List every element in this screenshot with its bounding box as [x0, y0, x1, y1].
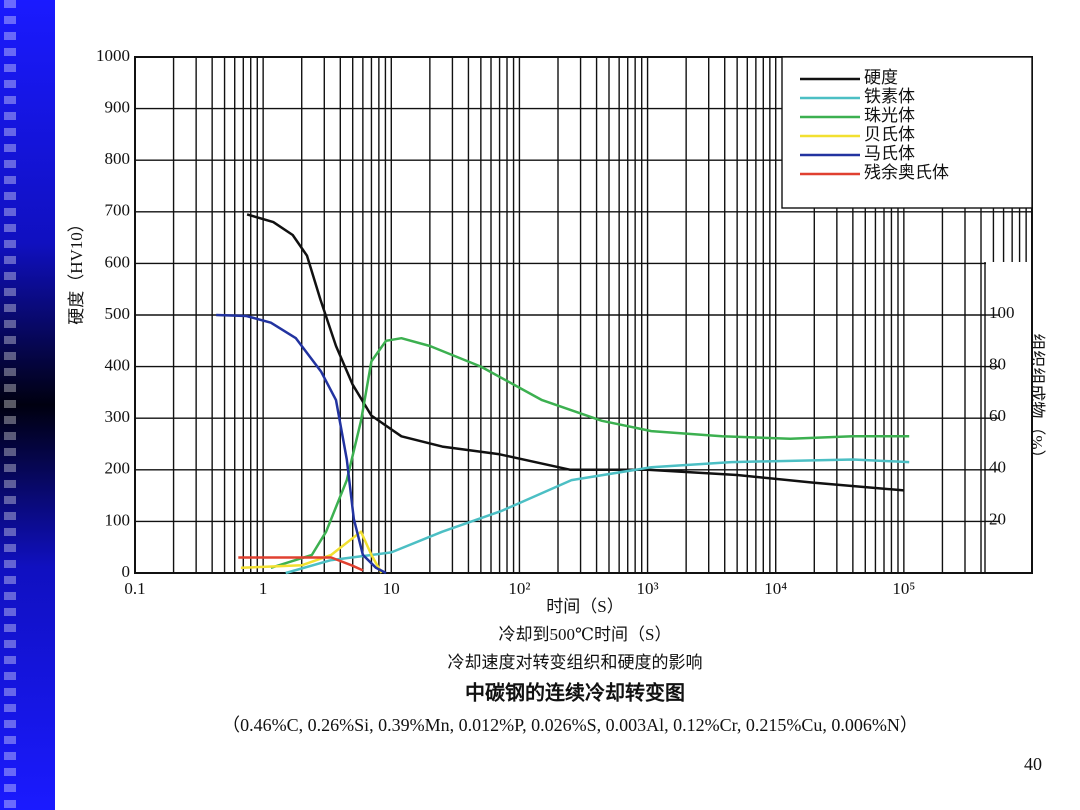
y-tick-label: 400 — [105, 356, 131, 375]
composition-note: （0.46%C, 0.26%Si, 0.39%Mn, 0.012%P, 0.02… — [222, 715, 918, 735]
series-line — [216, 313, 387, 575]
y2-tick-label: 60 — [989, 406, 1006, 425]
legend-label: 残余奥氏体 — [864, 163, 949, 182]
y2-tick-label: 40 — [989, 458, 1006, 477]
x-tick-label: 10⁵ — [892, 579, 915, 598]
y2-tick-label: 20 — [989, 509, 1006, 528]
y-axis-label: 硬度（HV10） — [67, 215, 86, 325]
y-tick-label: 800 — [105, 149, 131, 168]
x-tick-label: 10 — [383, 579, 400, 598]
x-tick-label: 10³ — [637, 579, 659, 598]
y2-tick-label: 80 — [989, 355, 1006, 374]
legend-label: 马氏体 — [864, 144, 915, 163]
legend-box — [781, 56, 1033, 209]
series-line — [285, 458, 910, 575]
stripe-pattern — [4, 0, 16, 810]
x-axis-label-2: 冷却到500℃时间（S） — [499, 625, 672, 644]
series-line — [238, 556, 364, 572]
y-tick-label: 600 — [105, 252, 131, 271]
side-stripe — [0, 0, 55, 810]
series-line — [240, 530, 383, 574]
y-tick-label: 200 — [105, 459, 131, 478]
plot-frame — [134, 56, 1033, 574]
y-tick-label: 900 — [105, 98, 131, 117]
x-tick-label: 0.1 — [124, 579, 145, 598]
series-line — [270, 336, 910, 569]
x-tick-label: 1 — [259, 579, 268, 598]
x-tick-label: 10⁴ — [764, 579, 787, 598]
legend-label: 贝氏体 — [864, 125, 915, 144]
y-tick-label: 100 — [105, 510, 131, 529]
y2-tick-label: 100 — [989, 303, 1015, 322]
x-tick-label: 10² — [508, 579, 530, 598]
y-tick-label: 300 — [105, 407, 131, 426]
page-number: 40 — [1024, 754, 1042, 774]
legend-label: 珠光体 — [864, 106, 915, 125]
x-axis-label: 时间（S） — [546, 597, 623, 616]
y-tick-label: 0 — [122, 562, 131, 581]
y-tick-label: 500 — [105, 304, 131, 323]
y-tick-label: 700 — [105, 201, 131, 220]
chart-title: 中碳钢的连续冷却转变图 — [465, 681, 685, 705]
legend-label: 硬度 — [864, 68, 898, 87]
legend-label: 铁素体 — [864, 87, 915, 106]
subtitle: 冷却速度对转变组织和硬度的影响 — [448, 653, 703, 672]
y-tick-label: 1000 — [96, 46, 130, 65]
series-line — [246, 213, 905, 492]
